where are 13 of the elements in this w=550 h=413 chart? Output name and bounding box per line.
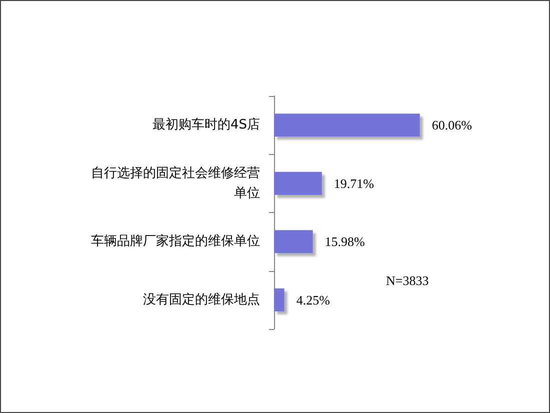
- data-label: 19.71%: [334, 176, 374, 191]
- y-tick-label: 没有固定的维保地点: [143, 292, 260, 308]
- data-label: 4.25%: [296, 292, 330, 308]
- y-tick-label: 车辆品牌厂家指定的维保单位: [91, 233, 260, 250]
- bar: [274, 230, 313, 254]
- data-label: 60.06%: [432, 118, 472, 133]
- y-tick-label: 自行选择的固定社会维修经营单位: [91, 166, 260, 201]
- data-label: 15.98%: [324, 234, 366, 250]
- bar: [274, 172, 322, 195]
- bar: [274, 114, 420, 137]
- bar: [274, 288, 284, 312]
- y-tick-label: 最初购车时的4S店: [152, 116, 260, 133]
- annotation: N=3833: [386, 273, 429, 288]
